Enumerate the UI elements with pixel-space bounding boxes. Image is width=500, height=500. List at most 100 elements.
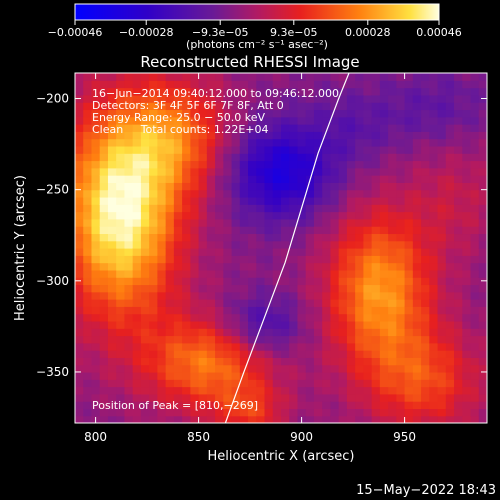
heatmap-cell: [289, 320, 299, 329]
heatmap-cell: [256, 313, 266, 322]
heatmap-cell: [404, 80, 414, 89]
heatmap-cell: [264, 153, 274, 162]
heatmap-cell: [173, 218, 183, 227]
heatmap-cell: [396, 182, 406, 191]
heatmap-cell: [215, 335, 224, 344]
colorbar-unit-label: (photons cm⁻² s⁻¹ asec⁻²): [186, 38, 328, 51]
heatmap-cell: [264, 291, 274, 300]
heatmap-cell: [107, 364, 117, 373]
heatmap-cell: [338, 218, 348, 227]
heatmap-cell: [132, 80, 142, 89]
heatmap-cell: [462, 320, 472, 329]
heatmap-cell: [445, 167, 455, 176]
heatmap-cell: [330, 299, 340, 307]
heatmap-cell: [231, 138, 241, 147]
heatmap-cell: [149, 87, 158, 96]
heatmap-cell: [75, 189, 84, 198]
heatmap-cell: [346, 109, 356, 118]
heatmap-cell: [223, 153, 233, 162]
heatmap-cell: [363, 73, 373, 81]
heatmap-cell: [470, 386, 480, 395]
heatmap-cell: [198, 167, 208, 176]
heatmap-cell: [289, 262, 299, 271]
heatmap-cell: [429, 364, 439, 373]
heatmap-cell: [83, 328, 93, 337]
heatmap-cell: [313, 262, 323, 271]
heatmap-cell: [281, 262, 290, 271]
heatmap-cell: [165, 262, 175, 271]
heatmap-cell: [281, 80, 290, 89]
heatmap-cell: [157, 284, 167, 293]
heatmap-cell: [305, 240, 315, 249]
heatmap-cell: [437, 364, 447, 373]
heatmap-cell: [140, 284, 150, 293]
heatmap-cell: [173, 415, 183, 423]
heatmap-cell: [437, 379, 447, 388]
heatmap-cell: [182, 342, 191, 351]
heatmap-cell: [429, 386, 439, 395]
heatmap-cell: [173, 189, 183, 198]
heatmap-cell: [355, 313, 364, 322]
heatmap-cell: [239, 204, 249, 213]
heatmap-cell: [429, 269, 439, 278]
heatmap-cell: [190, 401, 200, 410]
heatmap-cell: [107, 291, 117, 300]
heatmap-cell: [338, 291, 348, 300]
heatmap-cell: [281, 131, 290, 140]
heatmap-cell: [116, 94, 126, 103]
heatmap-cell: [437, 255, 447, 264]
heatmap-cell: [437, 342, 447, 351]
heatmap-cell: [190, 255, 200, 264]
heatmap-cell: [83, 218, 93, 227]
heatmap-cell: [470, 408, 480, 417]
heatmap-cell: [388, 364, 397, 373]
heatmap-cell: [248, 160, 257, 169]
heatmap-cell: [371, 291, 381, 300]
heatmap-cell: [297, 393, 307, 402]
heatmap-cell: [371, 335, 381, 344]
heatmap-cell: [470, 379, 480, 388]
heatmap-cell: [173, 204, 183, 213]
heatmap-cell: [338, 306, 348, 315]
heatmap-cell: [363, 94, 373, 103]
heatmap-cell: [223, 167, 233, 176]
heatmap-cell: [83, 313, 93, 322]
heatmap-cell: [289, 116, 299, 125]
heatmap-cell: [363, 320, 373, 329]
heatmap-cell: [404, 313, 414, 322]
heatmap-cell: [107, 145, 117, 154]
heatmap-cell: [338, 364, 348, 373]
heatmap-cell: [264, 350, 274, 358]
heatmap-cell: [437, 415, 447, 423]
heatmap-cell: [83, 371, 93, 380]
heatmap-cell: [355, 262, 364, 271]
heatmap-cell: [379, 320, 389, 329]
heatmap-cell: [149, 211, 158, 220]
heatmap-cell: [140, 204, 150, 213]
heatmap-cell: [379, 153, 389, 162]
heatmap-cell: [322, 218, 332, 227]
heatmap-cell: [264, 87, 274, 96]
heatmap-cell: [173, 138, 183, 147]
heatmap-cell: [470, 109, 480, 118]
heatmap-cell: [215, 328, 224, 337]
heatmap-cell: [272, 379, 282, 388]
heatmap-cell: [454, 116, 463, 125]
heatmap-cell: [256, 240, 266, 249]
heatmap-cell: [140, 218, 150, 227]
heatmap-cell: [223, 218, 233, 227]
heatmap-cell: [91, 350, 101, 358]
heatmap-cell: [313, 196, 323, 205]
heatmap-cell: [355, 204, 364, 213]
heatmap-cell: [404, 233, 414, 242]
heatmap-cell: [223, 255, 233, 264]
heatmap-cell: [421, 401, 430, 410]
heatmap-cell: [346, 262, 356, 271]
heatmap-cell: [231, 306, 241, 315]
heatmap-cell: [165, 313, 175, 322]
heatmap-cell: [346, 204, 356, 213]
heatmap-cell: [124, 182, 134, 191]
heatmap-cell: [421, 364, 430, 373]
heatmap-cell: [454, 401, 463, 410]
heatmap-cell: [206, 196, 216, 205]
